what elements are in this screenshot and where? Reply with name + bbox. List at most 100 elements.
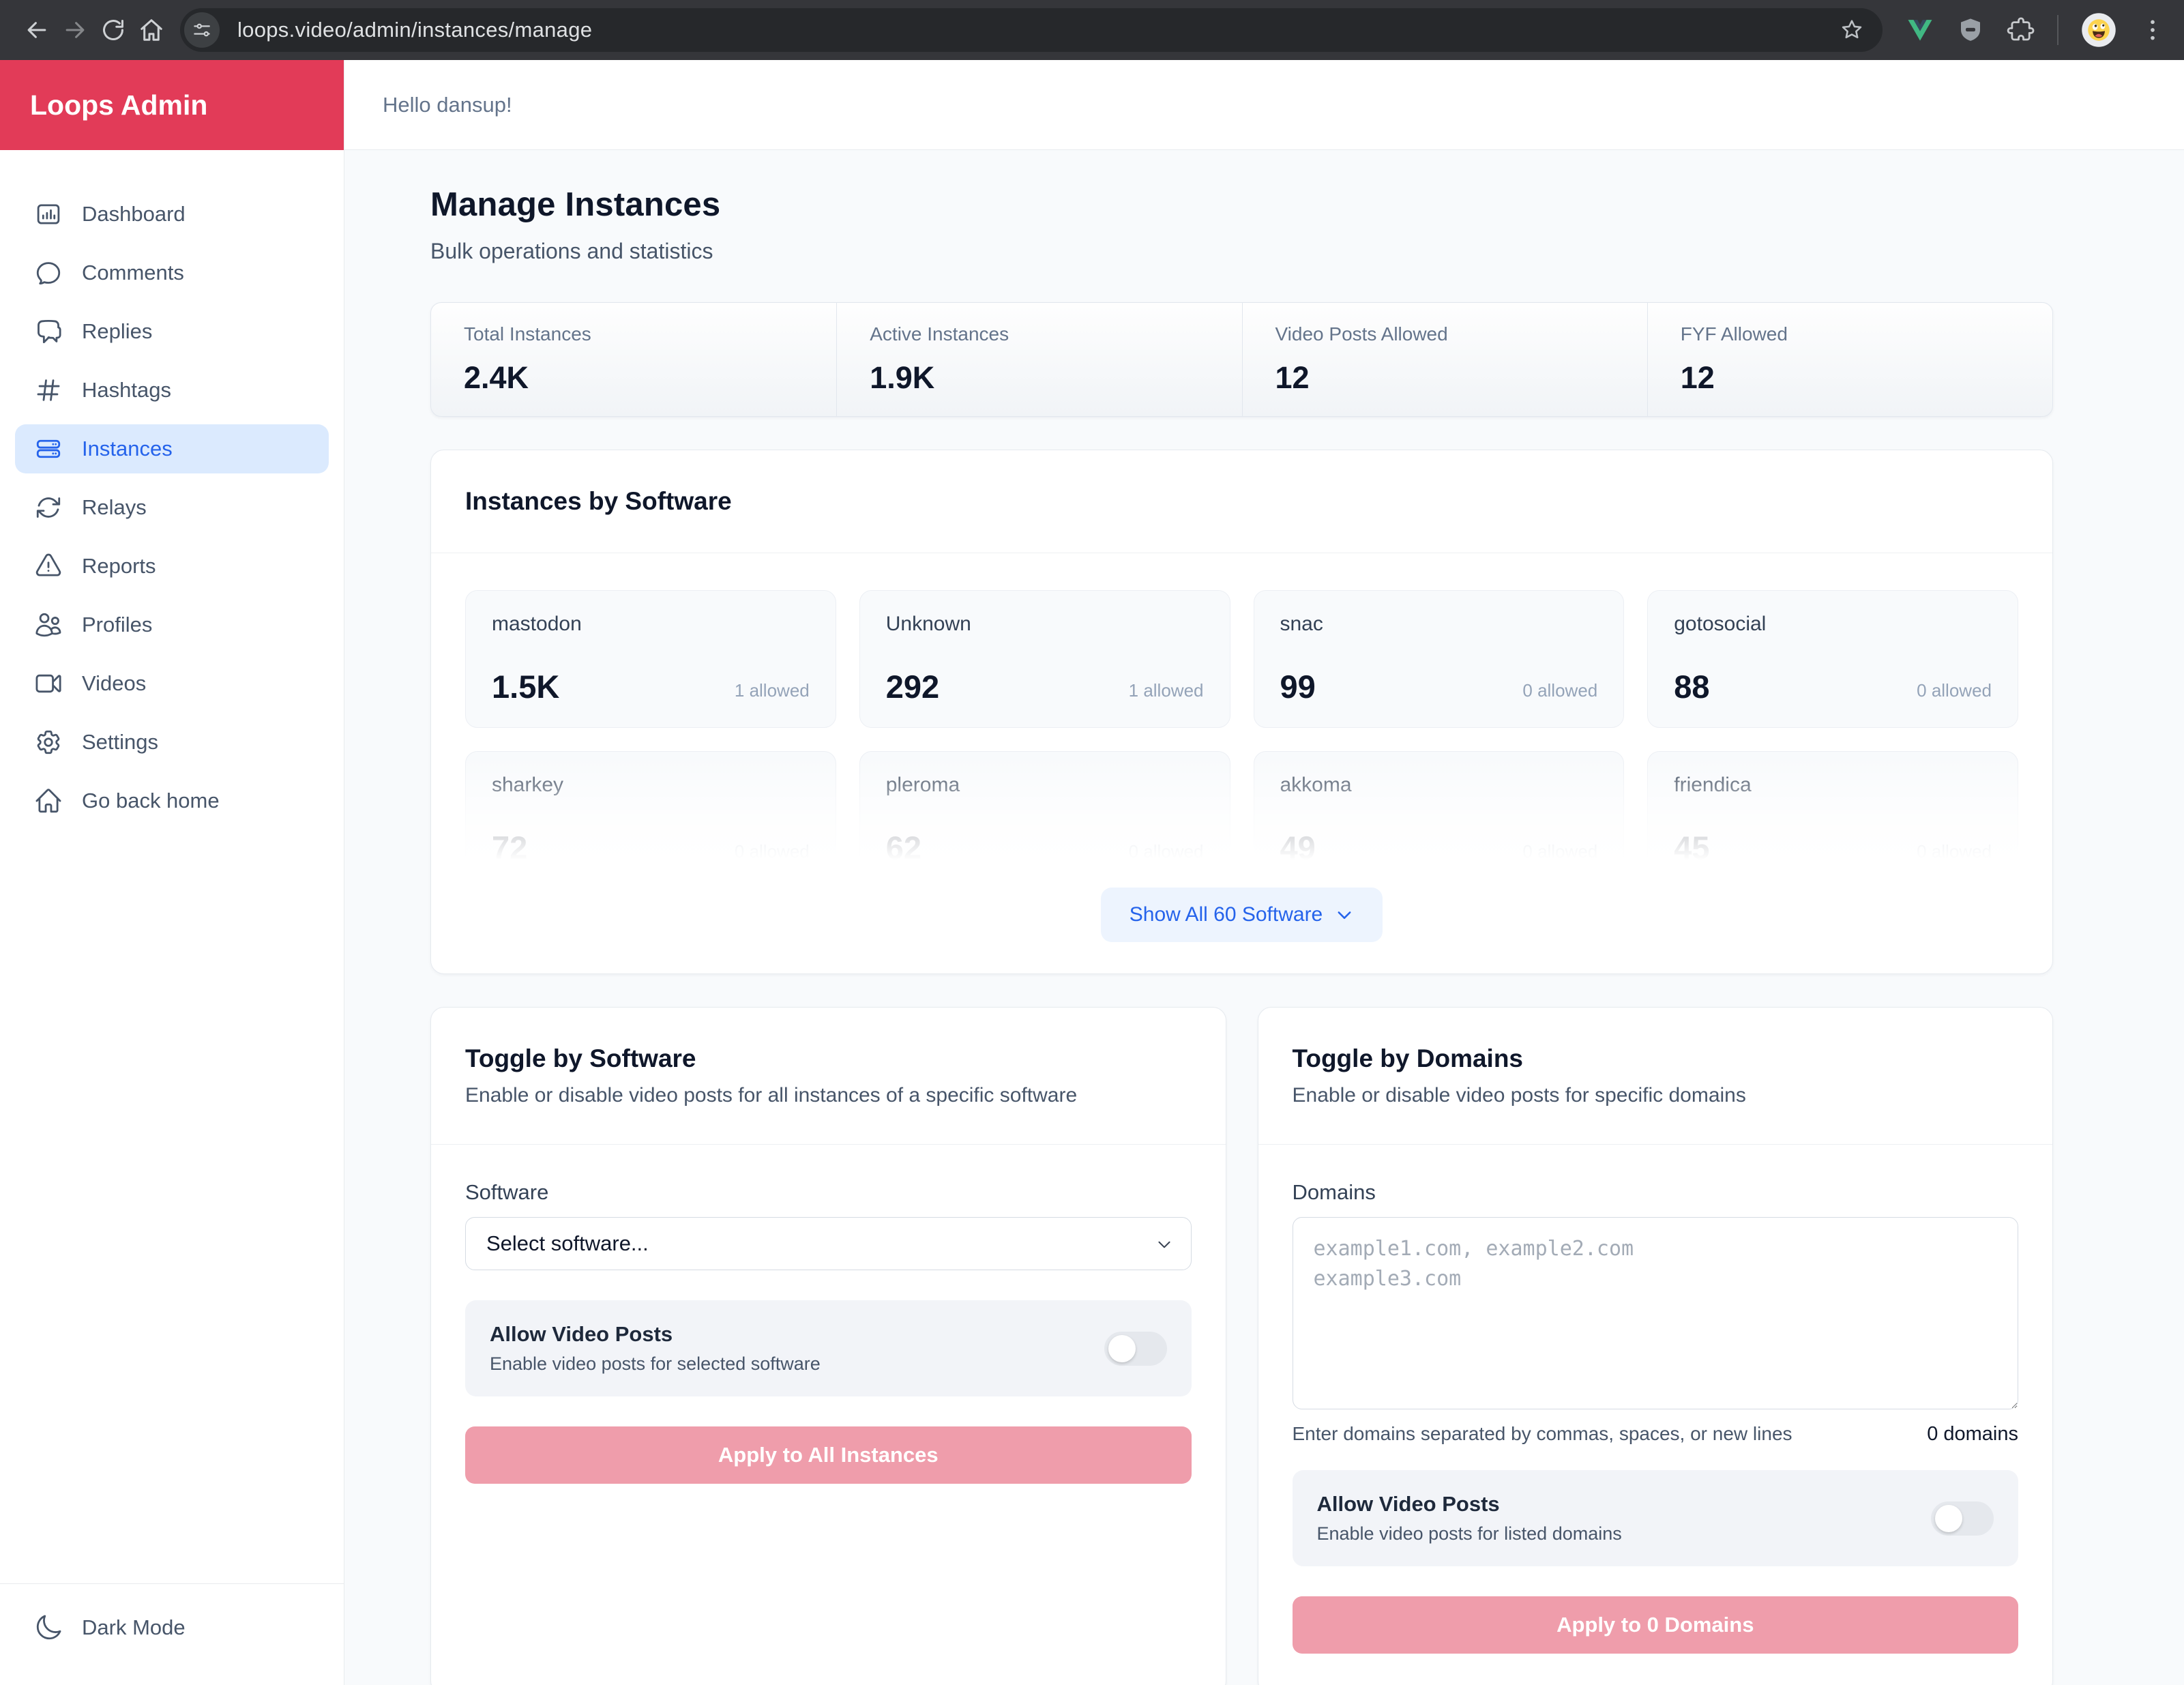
page-content: Manage Instances Bulk operations and sta…: [344, 150, 2184, 1685]
address-bar[interactable]: loops.video/admin/instances/manage: [180, 8, 1883, 52]
stat-card: Total Instances 2.4K: [431, 303, 836, 416]
replies-icon: [38, 320, 61, 344]
sidebar-item-label: Go back home: [82, 789, 220, 812]
panel-header: Toggle by Software Enable or disable vid…: [431, 1008, 1226, 1145]
stat-value: 1.9K: [870, 360, 935, 395]
sidebar-item-label: Settings: [82, 730, 159, 754]
software-card[interactable]: mastodon 1.5K 1 allowed: [465, 590, 836, 728]
sidebar-item-dashboard[interactable]: Dashboard: [15, 190, 329, 239]
back-icon[interactable]: [18, 11, 56, 49]
panel-body: Domains Enter domains separated by comma…: [1258, 1145, 2053, 1685]
domains-helper-text: Enter domains separated by commas, space…: [1292, 1423, 1792, 1444]
sidebar-item-label: Comments: [82, 261, 184, 284]
sidebar-item-comments[interactable]: Comments: [15, 248, 329, 297]
software-count: 99: [1280, 669, 1316, 705]
page-subtitle: Bulk operations and statistics: [430, 239, 713, 263]
shield-icon[interactable]: [1956, 16, 1985, 44]
allow-subtitle: Enable video posts for selected software: [490, 1353, 821, 1374]
profile-avatar[interactable]: [2080, 12, 2117, 48]
software-name: Unknown: [885, 613, 971, 635]
sidebar-item-videos[interactable]: Videos: [15, 659, 329, 708]
sidebar-item-label: Profiles: [82, 613, 153, 636]
sidebar-item-settings[interactable]: Settings: [15, 718, 329, 767]
sidebar-item-go-back-home[interactable]: Go back home: [15, 776, 329, 825]
stat-value: 2.4K: [464, 360, 529, 395]
sidebar-item-replies[interactable]: Replies: [15, 307, 329, 356]
toggle-by-domains-panel: Toggle by Domains Enable or disable vide…: [1257, 1007, 2053, 1685]
allow-video-posts-switch[interactable]: [1104, 1331, 1167, 1366]
tune-icon[interactable]: [184, 12, 220, 48]
software-allowed-count: 0 allowed: [1522, 680, 1598, 701]
section-title: Instances by Software: [465, 487, 732, 515]
comments-icon: [36, 262, 61, 284]
sidebar-item-reports[interactable]: Reports: [15, 542, 329, 591]
allow-box-text: Allow Video Posts Enable video posts for…: [1317, 1492, 1622, 1544]
vue-devtools-icon[interactable]: [1906, 16, 1934, 44]
software-card-footer: 1.5K 1 allowed: [492, 668, 810, 705]
sidebar-nav: Dashboard Comments Replies Hashtags Inst…: [0, 150, 344, 1583]
show-all-software-button[interactable]: Show All 60 Software: [1100, 888, 1383, 942]
chevron-down-icon: [1157, 1241, 1170, 1248]
software-card[interactable]: Unknown 292 1 allowed: [859, 590, 1230, 728]
software-name: mastodon: [492, 613, 582, 635]
toggle-by-software-panel: Toggle by Software Enable or disable vid…: [430, 1007, 1226, 1685]
switch-knob: [1935, 1504, 1962, 1532]
software-count: 1.5K: [492, 669, 560, 705]
bookmark-star-icon[interactable]: [1839, 17, 1865, 43]
brand-logo[interactable]: Loops Admin: [0, 60, 344, 150]
stat-label: Active Instances: [870, 323, 1009, 345]
software-card[interactable]: gotosocial 88 0 allowed: [1647, 590, 2018, 728]
toolbar-separator: [2057, 15, 2058, 45]
apply-domains-button[interactable]: Apply to 0 Domains: [1292, 1596, 2018, 1654]
relay-icon: [36, 497, 61, 518]
top-bar: Hello dansup!: [344, 60, 2184, 150]
home-icon[interactable]: [132, 11, 171, 49]
domains-textarea[interactable]: [1292, 1217, 2018, 1409]
dashboard-icon: [37, 204, 60, 224]
sidebar-item-relays[interactable]: Relays: [15, 483, 329, 532]
allow-video-posts-box: Allow Video Posts Enable video posts for…: [465, 1300, 1192, 1396]
software-allowed-count: 0 allowed: [1917, 680, 1992, 701]
software-allowed-count: 1 allowed: [1128, 680, 1204, 701]
stats-row: Total Instances 2.4K Active Instances 1.…: [430, 302, 2053, 417]
server-icon: [36, 439, 61, 458]
software-card-footer: 99 0 allowed: [1280, 668, 1598, 705]
dark-mode-toggle[interactable]: Dark Mode: [15, 1603, 329, 1652]
domains-helper-row: Enter domains separated by commas, space…: [1293, 1423, 2019, 1446]
section-body: mastodon 1.5K 1 allowed Unknown: [431, 553, 2052, 973]
software-count: 292: [885, 669, 940, 705]
apply-all-instances-button[interactable]: Apply to All Instances: [465, 1426, 1192, 1484]
toggle-panels-row: Toggle by Software Enable or disable vid…: [430, 1007, 2053, 1685]
sidebar-item-label: Relays: [82, 495, 147, 519]
panel-title: Toggle by Software: [465, 1044, 696, 1072]
allow-video-posts-switch[interactable]: [1931, 1501, 1994, 1536]
hashtag-icon: [37, 379, 60, 401]
software-card-footer: 88 0 allowed: [1674, 668, 1992, 705]
refresh-icon[interactable]: [94, 11, 132, 49]
sidebar: Loops Admin Dashboard Comments Replies H…: [0, 60, 344, 1685]
software-card-footer: 292 1 allowed: [886, 668, 1204, 705]
software-card[interactable]: snac 99 0 allowed: [1253, 590, 1625, 728]
dark-mode-label: Dark Mode: [82, 1615, 186, 1639]
instances-by-software-card: Instances by Software mastodon 1.5K: [430, 450, 2053, 974]
software-count: 88: [1674, 669, 1710, 705]
stat-value: 12: [1680, 360, 1715, 395]
sidebar-item-instances[interactable]: Instances: [15, 424, 329, 473]
home-icon: [35, 789, 61, 813]
panel-subtitle: Enable or disable video posts for specif…: [1292, 1084, 1746, 1107]
stat-value: 12: [1275, 360, 1310, 395]
sidebar-item-hashtags[interactable]: Hashtags: [15, 366, 329, 415]
url-text[interactable]: loops.video/admin/instances/manage: [237, 18, 593, 42]
software-name: gotosocial: [1674, 613, 1767, 635]
moon-icon: [36, 1615, 61, 1640]
sidebar-item-profiles[interactable]: Profiles: [15, 600, 329, 649]
warning-icon: [35, 553, 61, 576]
stat-card: Video Posts Allowed 12: [1241, 303, 1647, 416]
software-allowed-count: 1 allowed: [734, 680, 810, 701]
users-icon: [35, 613, 61, 637]
software-field-label: Software: [465, 1180, 549, 1204]
browser-menu-icon[interactable]: [2139, 16, 2166, 44]
software-select[interactable]: Select software...: [465, 1217, 1192, 1270]
forward-icon[interactable]: [56, 11, 94, 49]
extensions-icon[interactable]: [2007, 16, 2035, 44]
